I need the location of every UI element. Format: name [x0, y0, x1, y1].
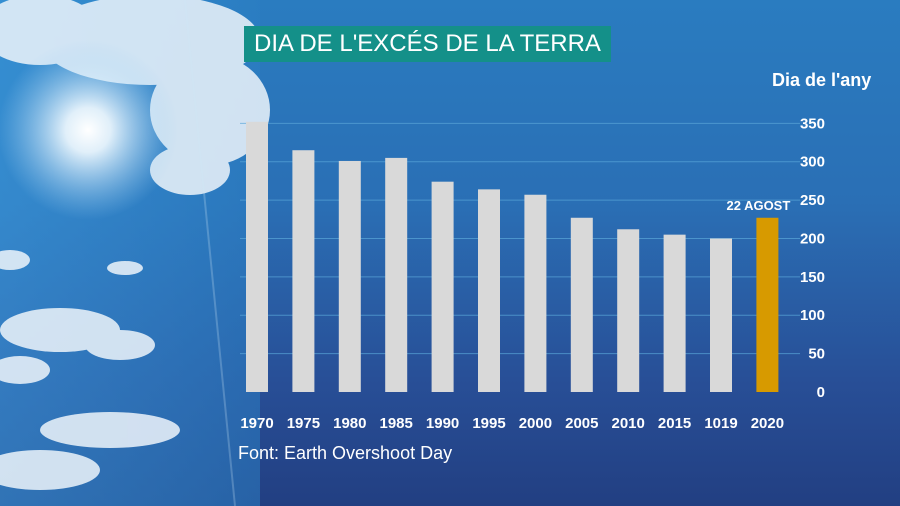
bar-1980: [338, 160, 361, 392]
source-note: Font: Earth Overshoot Day: [238, 443, 453, 463]
x-tick-label: 1980: [333, 415, 366, 432]
cloud-group: [0, 0, 270, 490]
bar-layer: [246, 121, 779, 392]
y-tick-label: 350: [800, 115, 825, 132]
x-tick-label: 2005: [565, 415, 598, 432]
bar-1995: [478, 189, 500, 392]
y-tick-label: 200: [800, 230, 825, 247]
y-tick-label: 0: [817, 384, 825, 401]
y-tick-label: 100: [800, 307, 825, 324]
bar-2015: [663, 234, 686, 392]
bar-1970: [246, 121, 268, 392]
bar-2000: [524, 194, 547, 392]
y-tick-label: 250: [800, 192, 825, 209]
sun-icon: [0, 40, 178, 220]
bar-annotation: 22 AGOST: [726, 198, 790, 213]
chart-title: DIA DE L'EXCÉS DE LA TERRA: [244, 26, 611, 62]
x-tick-label: 1985: [380, 415, 413, 432]
y-axis-label: Dia de l'any: [772, 70, 872, 90]
bar-2020: [756, 217, 779, 392]
bar-1975: [292, 150, 315, 392]
bar-1985: [385, 157, 408, 392]
y-tick-label: 150: [800, 269, 825, 286]
x-tick-label: 1975: [287, 415, 320, 432]
x-tick-label: 2000: [519, 415, 552, 432]
grid-layer: [240, 122, 800, 355]
x-tick-label: 1990: [426, 415, 459, 432]
bar-2010: [617, 229, 640, 392]
y-tick-label: 50: [808, 346, 825, 363]
x-tick-label: 2020: [751, 415, 784, 432]
bar-1990: [431, 181, 454, 392]
y-tick-label: 300: [800, 154, 825, 171]
bar-2005: [570, 217, 593, 392]
x-tick-label: 1019: [704, 415, 737, 432]
x-tick-label: 2010: [612, 415, 645, 432]
x-tick-label: 1995: [472, 415, 505, 432]
label-layer: 0 50 100 150 200 250 300 350 1970 1975 1980 1985 199…: [240, 115, 825, 432]
bar-1019: [710, 238, 732, 392]
x-tick-label: 1970: [240, 415, 273, 432]
x-tick-label: 2015: [658, 415, 691, 432]
